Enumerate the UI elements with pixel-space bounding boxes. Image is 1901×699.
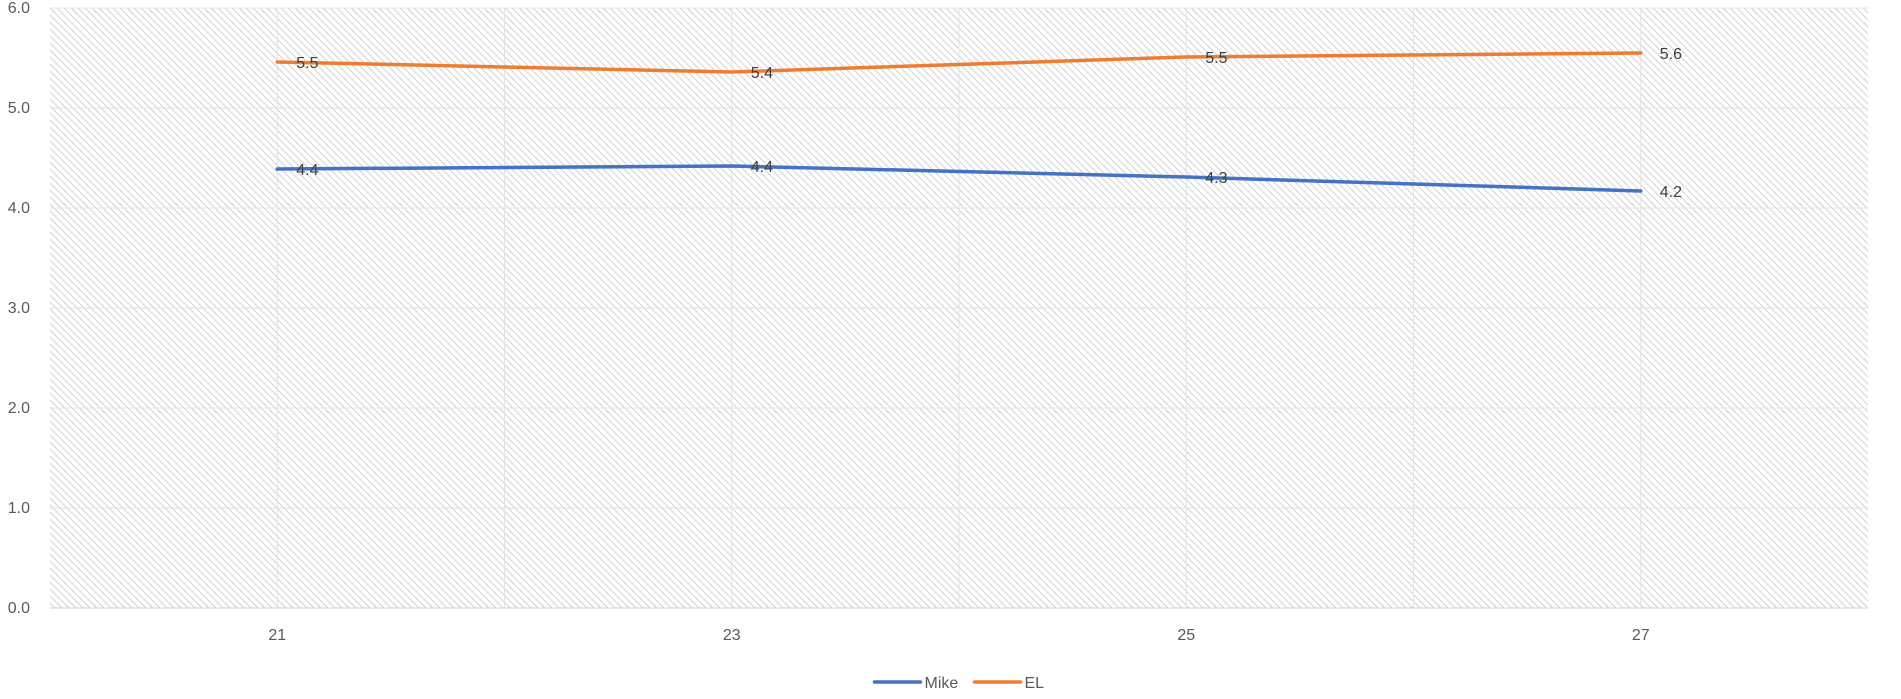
legend-item-el: EL xyxy=(972,675,1045,692)
series-lines xyxy=(275,51,1643,193)
gridlines xyxy=(50,7,1868,608)
data-labels: 4.4 4.4 4.3 4.2 5.5 5.4 5.5 5.6 xyxy=(296,46,1682,201)
legend-label: Mike xyxy=(925,675,959,692)
series-line-el xyxy=(275,51,1643,74)
y-tick-label: 5.0 xyxy=(8,100,30,117)
legend-label: EL xyxy=(1025,675,1045,692)
x-tick-label: 27 xyxy=(1632,627,1650,644)
data-label: 4.4 xyxy=(751,159,773,176)
y-tick-label: 2.0 xyxy=(8,400,30,417)
y-tick-label: 0.0 xyxy=(8,600,30,617)
series-line-mike xyxy=(275,164,1643,193)
data-label: 4.2 xyxy=(1660,184,1682,201)
data-label: 4.3 xyxy=(1205,170,1227,187)
legend: Mike EL xyxy=(872,675,1045,692)
data-label: 5.4 xyxy=(751,65,773,82)
data-label: 4.4 xyxy=(296,162,318,179)
y-tick-label: 4.0 xyxy=(8,200,30,217)
data-label: 5.5 xyxy=(296,55,318,72)
x-tick-label: 21 xyxy=(268,627,286,644)
axes: 0.0 1.0 2.0 3.0 4.0 5.0 6.0 21 23 25 27 xyxy=(8,0,1868,644)
legend-item-mike: Mike xyxy=(872,675,959,692)
y-tick-label: 1.0 xyxy=(8,500,30,517)
data-label: 5.5 xyxy=(1205,50,1227,67)
x-tick-label: 25 xyxy=(1177,627,1195,644)
x-tick-label: 23 xyxy=(723,627,741,644)
y-tick-label: 6.0 xyxy=(8,0,30,17)
data-label: 5.6 xyxy=(1660,46,1682,63)
y-tick-label: 3.0 xyxy=(8,300,30,317)
